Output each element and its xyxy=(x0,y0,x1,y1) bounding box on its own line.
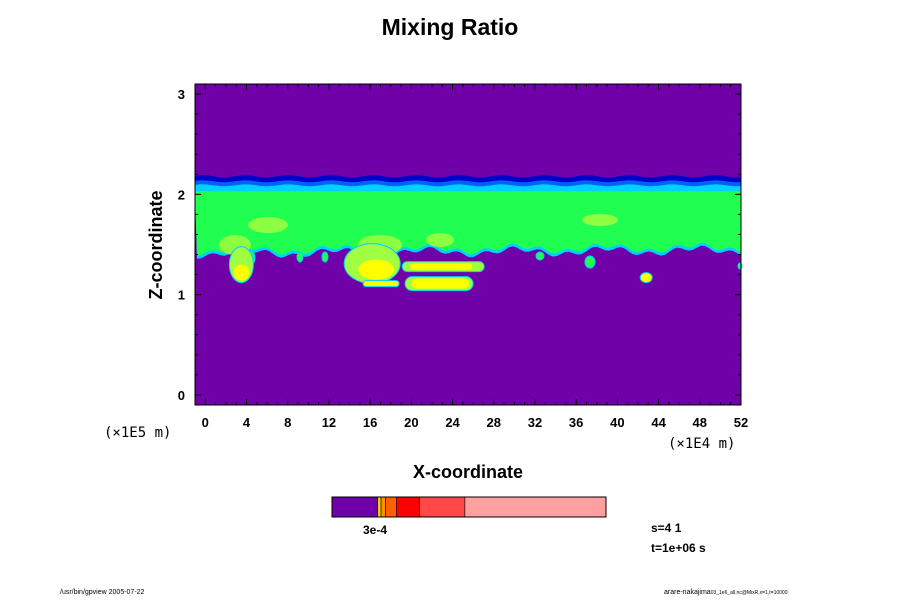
colorbar-segment-6 xyxy=(464,496,607,518)
drip-3 xyxy=(535,251,545,261)
x-axis-scale-label: (×1E4 m) xyxy=(668,436,736,452)
drip-1 xyxy=(296,251,304,263)
layer-body xyxy=(195,191,741,256)
x-tick-label-20: 20 xyxy=(404,415,418,430)
x-tick-label-32: 32 xyxy=(528,415,542,430)
x-tick-label-12: 12 xyxy=(322,415,336,430)
x-tick-label-52: 52 xyxy=(734,415,748,430)
x-tick-label-16: 16 xyxy=(363,415,377,430)
chart-title: Mixing Ratio xyxy=(381,14,519,40)
footer-right: arare-nakajima03_1e6_all.nc@MixR,x=1,t=1… xyxy=(664,589,787,596)
light-patch-4 xyxy=(582,214,618,226)
colorbar-segment-4 xyxy=(396,496,420,518)
feature-2 xyxy=(362,276,474,292)
x-tick-label-36: 36 xyxy=(569,415,583,430)
feature-1 xyxy=(343,243,485,285)
x-tick-label-44: 44 xyxy=(651,415,666,430)
feature-3 xyxy=(639,272,653,284)
colorbar-segment-2 xyxy=(380,496,386,518)
colorbar-segment-5 xyxy=(419,496,466,518)
x-tick-label-48: 48 xyxy=(693,415,707,430)
drip-4 xyxy=(584,255,596,269)
x-tick-label-8: 8 xyxy=(284,415,291,430)
footer-author: arare-nakajima xyxy=(664,589,711,596)
colorbar-frame xyxy=(331,496,607,518)
colorbar-segment-1 xyxy=(377,496,382,518)
x-tick-label-24: 24 xyxy=(445,415,460,430)
parameter-s: s=4 1 xyxy=(651,521,682,535)
y-tick-label-0: 0 xyxy=(178,388,185,403)
y-axis-scale-label: (×1E5 m) xyxy=(104,425,172,441)
drip-2 xyxy=(321,251,329,263)
colorbar xyxy=(331,496,607,518)
colorbar-segment-3 xyxy=(385,496,397,518)
y-axis-title: Z-coordinate xyxy=(146,190,166,299)
feature-0 xyxy=(228,246,254,284)
footer-file: 03_1e6_all.nc@MixR,x=1,t=10000 xyxy=(710,590,788,596)
x-tick-label-0: 0 xyxy=(202,415,209,430)
colorbar-tick-label: 3e-4 xyxy=(363,523,388,537)
parameter-t: t=1e+06 s xyxy=(651,541,706,555)
y-tick-label-2: 2 xyxy=(178,187,185,202)
y-tick-label-3: 3 xyxy=(178,87,185,102)
x-tick-label-4: 4 xyxy=(243,415,251,430)
mixing-ratio-field xyxy=(195,84,743,405)
y-tick-label-1: 1 xyxy=(178,288,185,303)
x-axis-title: X-coordinate xyxy=(413,462,523,482)
colorbar-segment-0 xyxy=(331,496,379,518)
light-patch-1 xyxy=(248,217,288,233)
plot-frame xyxy=(194,83,742,406)
x-tick-label-40: 40 xyxy=(610,415,624,430)
light-patch-3 xyxy=(426,233,454,247)
footer-left: /usr/bin/gpview 2005-07-22 xyxy=(60,589,145,596)
x-tick-label-28: 28 xyxy=(487,415,501,430)
